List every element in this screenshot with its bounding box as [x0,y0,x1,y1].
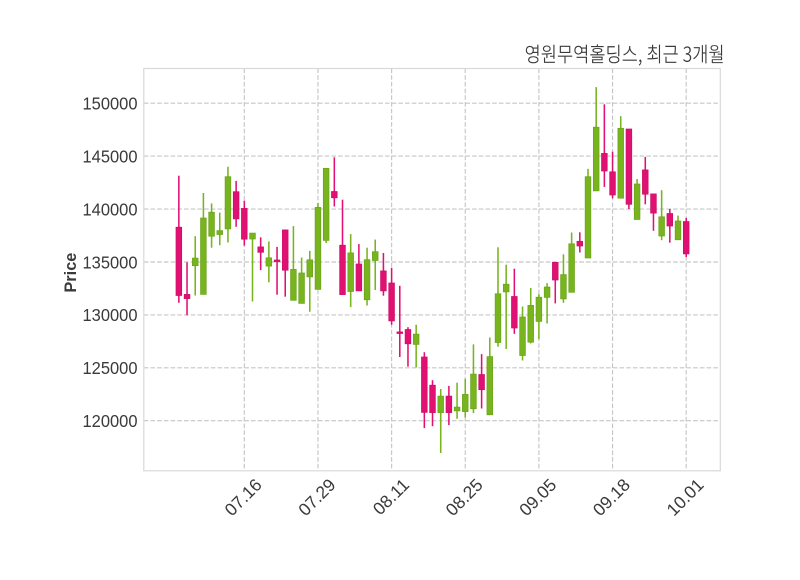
svg-text:135000: 135000 [83,252,138,272]
svg-text:150000: 150000 [83,94,138,114]
svg-text:Price: Price [62,253,80,293]
svg-text:120000: 120000 [83,411,138,431]
svg-text:130000: 130000 [83,305,138,325]
svg-text:145000: 145000 [83,146,138,166]
svg-text:125000: 125000 [83,358,138,378]
svg-text:140000: 140000 [83,199,138,219]
